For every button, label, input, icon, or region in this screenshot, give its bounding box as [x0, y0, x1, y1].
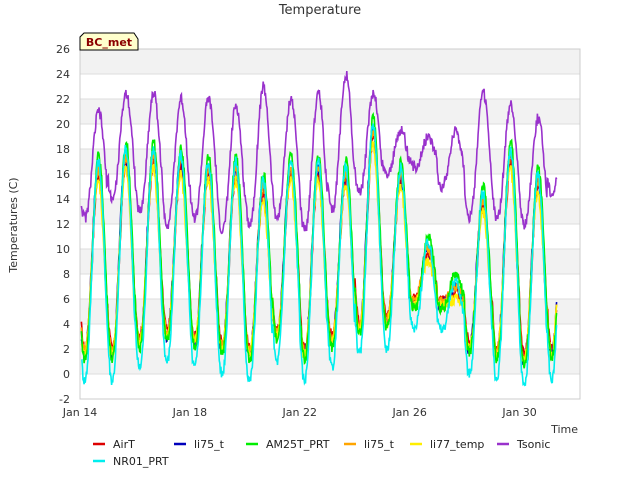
y-tick-label: 10: [56, 243, 70, 256]
y-tick-label: 16: [56, 168, 70, 181]
badge-label: BC_met: [86, 36, 132, 49]
legend-item: AirT: [93, 438, 135, 451]
x-tick-label: Jan 26: [391, 406, 426, 419]
chart-title: Temperature: [278, 3, 361, 18]
y-tick-label: 2: [63, 343, 70, 356]
grid-band: [80, 299, 580, 324]
grid-band: [80, 249, 580, 274]
legend-item: li75_t: [344, 438, 395, 451]
y-tick-label: 26: [56, 43, 70, 56]
legend-label: NR01_PRT: [113, 455, 169, 468]
legend-item: NR01_PRT: [93, 455, 169, 468]
legend-item: li75_t: [174, 438, 225, 451]
y-tick-label: 20: [56, 118, 70, 131]
plot-frame: [79, 48, 581, 400]
legend-label: AirT: [113, 438, 135, 451]
legend-label: li75_t: [364, 438, 395, 451]
series-line-tsonic: [80, 71, 558, 235]
grid-band: [80, 374, 580, 399]
legend-item: li77_temp: [410, 438, 484, 451]
y-tick-label: 22: [56, 93, 70, 106]
y-axis-label: Temperatures (C): [7, 177, 20, 273]
y-tick-label: 8: [63, 268, 70, 281]
legend-label: Tsonic: [516, 438, 550, 451]
badge-box: [79, 32, 139, 51]
series-line-nr01-prt: [81, 123, 558, 387]
y-tick-label: 4: [63, 318, 70, 331]
x-axis-ticks: Jan 14 Jan 18 Jan 22 Jan 26 Jan 30: [62, 406, 537, 419]
y-tick-label: 12: [56, 218, 70, 231]
y-tick-label: 24: [56, 68, 70, 81]
x-tick-label: Jan 22: [282, 406, 317, 419]
x-tick-label: Jan 14: [62, 406, 97, 419]
y-tick-label: -2: [59, 393, 70, 406]
legend-label: li77_temp: [430, 438, 484, 451]
x-tick-label: Jan 18: [172, 406, 207, 419]
grid-band: [80, 124, 580, 149]
legend-label: li75_t: [194, 438, 225, 451]
grid-band: [80, 224, 580, 249]
grid-band: [80, 99, 580, 124]
legend-item: AM25T_PRT: [246, 438, 330, 451]
legend-label: AM25T_PRT: [266, 438, 330, 451]
station-badge: BC_met: [79, 32, 139, 51]
series-lines: [80, 71, 558, 387]
y-tick-label: 18: [56, 143, 70, 156]
y-tick-label: 0: [63, 368, 70, 381]
grid-band: [80, 74, 580, 99]
grid-band: [80, 49, 580, 74]
legend: AirT li75_t AM25T_PRT li75_t li77_temp Tsonic…: [93, 438, 550, 468]
x-axis-label: Time: [550, 423, 578, 436]
grid-band: [80, 149, 580, 174]
grid-band: [80, 274, 580, 299]
y-tick-label: 14: [56, 193, 70, 206]
x-tick-label: Jan 30: [501, 406, 536, 419]
legend-item: Tsonic: [497, 438, 550, 451]
y-tick-label: 6: [63, 293, 70, 306]
